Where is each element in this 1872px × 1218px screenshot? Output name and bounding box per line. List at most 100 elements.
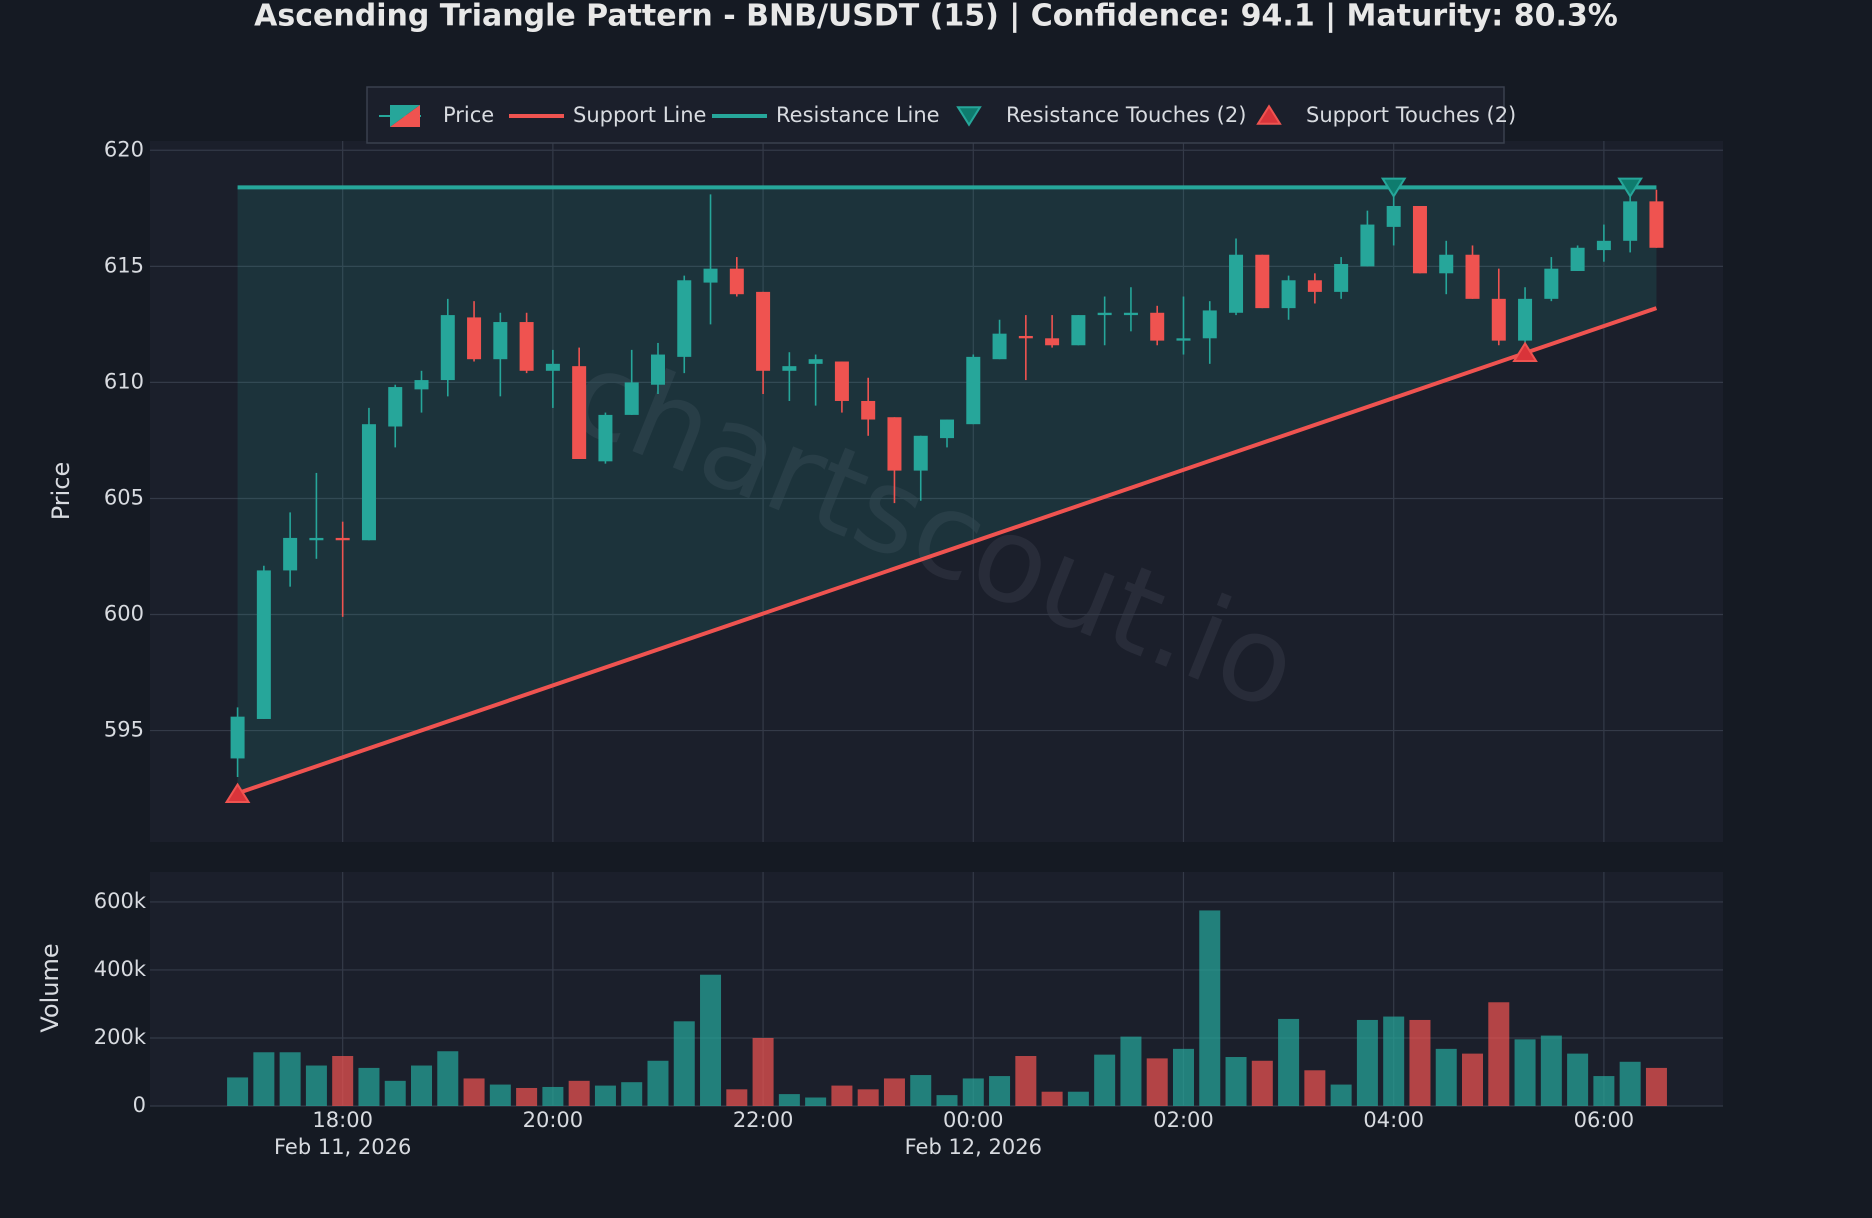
candle-body bbox=[598, 414, 613, 462]
candle-body bbox=[650, 354, 665, 385]
volume-bar bbox=[437, 1051, 459, 1106]
candle-body bbox=[1518, 298, 1533, 341]
volume-bar bbox=[962, 1078, 984, 1106]
candle-body bbox=[1097, 312, 1112, 316]
volume-bar bbox=[1146, 1058, 1168, 1106]
candle-body bbox=[256, 570, 271, 719]
x-tick-label: 04:00 bbox=[1363, 1108, 1424, 1132]
volume-bar bbox=[1330, 1084, 1352, 1106]
legend-swatch bbox=[956, 106, 982, 127]
candle-body bbox=[703, 268, 718, 283]
volume-bar bbox=[1199, 910, 1221, 1106]
volume-bar bbox=[673, 1021, 695, 1106]
candle-body bbox=[519, 322, 534, 371]
volume-bar bbox=[805, 1097, 827, 1106]
candle-body bbox=[782, 366, 797, 371]
candle-body bbox=[1202, 310, 1217, 339]
volume-axis-label: Volume bbox=[36, 943, 64, 1032]
volume-bar bbox=[1172, 1048, 1194, 1106]
volume-bar bbox=[1540, 1035, 1562, 1106]
candle-body bbox=[808, 359, 823, 364]
legend-label: Support Line bbox=[573, 103, 706, 127]
volume-bar bbox=[1514, 1039, 1536, 1106]
y-tick-label: 615 bbox=[104, 253, 144, 277]
candle-body bbox=[493, 322, 508, 360]
legend-swatch bbox=[390, 105, 420, 127]
candle-body bbox=[1360, 224, 1375, 267]
candle-body bbox=[1412, 205, 1427, 274]
legend-label: Resistance Line bbox=[776, 103, 940, 127]
volume-tick-label: 600k bbox=[94, 889, 147, 913]
candle-body bbox=[572, 366, 587, 460]
touch-marker bbox=[1380, 177, 1407, 199]
volume-tick-label: 200k bbox=[94, 1025, 147, 1049]
volume-bar bbox=[1356, 1019, 1378, 1106]
candle-body bbox=[1018, 335, 1033, 339]
legend: Price Support Line Resistance Line Resistan… bbox=[366, 86, 1516, 144]
volume-bar bbox=[1041, 1091, 1063, 1106]
volume-bar bbox=[1251, 1060, 1273, 1106]
volume-bar bbox=[1304, 1070, 1326, 1106]
candle-body bbox=[1623, 201, 1638, 241]
candle-body bbox=[1491, 298, 1506, 341]
legend-label: Resistance Touches (2) bbox=[1006, 103, 1246, 127]
candle-body bbox=[414, 380, 429, 390]
volume-bar bbox=[411, 1065, 433, 1106]
candle-body bbox=[992, 333, 1007, 360]
volume-bar bbox=[227, 1077, 249, 1106]
y-tick-label: 595 bbox=[104, 718, 144, 742]
volume-bar bbox=[253, 1052, 275, 1106]
x-tick-label: 18:00 bbox=[312, 1108, 373, 1132]
volume-bar bbox=[516, 1087, 538, 1106]
volume-bar bbox=[1094, 1054, 1116, 1106]
candle-body bbox=[1176, 338, 1191, 341]
volume-tick-label: 400k bbox=[94, 957, 147, 981]
volume-bar bbox=[831, 1085, 853, 1106]
volume-bar bbox=[1593, 1076, 1615, 1106]
volume-bar bbox=[1015, 1056, 1037, 1106]
volume-bar bbox=[279, 1052, 301, 1106]
candle-body bbox=[1334, 264, 1349, 292]
candle-body bbox=[677, 280, 692, 357]
candle-body bbox=[440, 315, 455, 381]
support-line bbox=[236, 306, 1658, 796]
volume-bar bbox=[1488, 1002, 1510, 1106]
candle-body bbox=[861, 400, 876, 420]
legend-label: Price bbox=[443, 103, 494, 127]
candle-body bbox=[1150, 312, 1165, 341]
candle-body bbox=[309, 537, 324, 541]
volume-bar bbox=[1645, 1067, 1667, 1106]
touch-marker bbox=[1512, 341, 1538, 363]
legend-swatch bbox=[1256, 104, 1282, 125]
volume-bar bbox=[936, 1095, 958, 1106]
candle-body bbox=[1229, 254, 1244, 313]
volume-bar bbox=[1278, 1018, 1300, 1106]
candle-body bbox=[1307, 280, 1322, 292]
volume-bar bbox=[1567, 1053, 1589, 1106]
volume-tick-label: 0 bbox=[133, 1093, 146, 1117]
legend-label: Support Touches (2) bbox=[1306, 103, 1516, 127]
volume-bar bbox=[700, 974, 722, 1106]
volume-bar bbox=[1619, 1061, 1641, 1106]
candle-body bbox=[1570, 247, 1585, 271]
volume-bar bbox=[1067, 1091, 1089, 1106]
volume-bar bbox=[726, 1089, 748, 1106]
price-panel bbox=[150, 141, 1723, 842]
candle-body bbox=[729, 268, 744, 295]
candle-body bbox=[545, 363, 560, 371]
candle-body bbox=[467, 317, 482, 360]
volume-bar bbox=[384, 1080, 406, 1106]
candle-body bbox=[1123, 312, 1138, 316]
volume-bar bbox=[1120, 1036, 1142, 1106]
volume-bar bbox=[594, 1085, 616, 1106]
volume-bar bbox=[989, 1076, 1011, 1106]
volume-bar bbox=[647, 1060, 669, 1106]
candle-body bbox=[1071, 315, 1086, 346]
x-tick-label: 22:00 bbox=[733, 1108, 794, 1132]
volume-bar bbox=[621, 1082, 643, 1106]
x-tick-label: 02:00 bbox=[1153, 1108, 1214, 1132]
candle-body bbox=[940, 419, 955, 439]
candle-body bbox=[1596, 240, 1611, 251]
y-tick-label: 605 bbox=[104, 485, 144, 509]
